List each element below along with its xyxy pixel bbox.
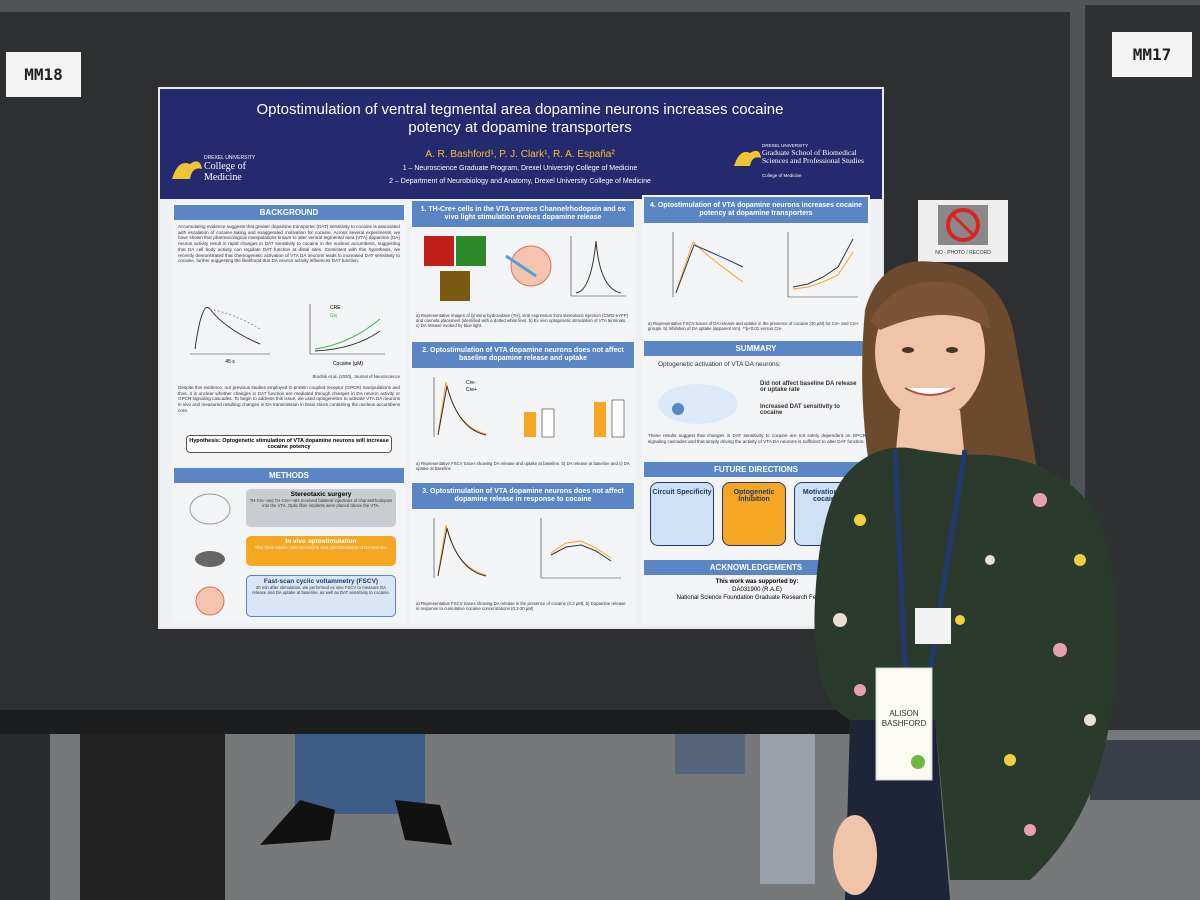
caption: a) Representative FSCV traces of DA rele… [648, 321, 860, 332]
step-title: In vivo optostimulation [285, 538, 357, 545]
floral-pattern [833, 493, 1096, 836]
summary-bullet: Did not affect baseline DA release or up… [760, 381, 857, 393]
post [0, 734, 50, 900]
booth-sign: MM17 [1112, 32, 1192, 77]
legend-label: Gq [330, 313, 337, 319]
summary-diagram [658, 384, 738, 424]
affiliation: 2 – Department of Neurobiology and Anato… [389, 178, 651, 185]
method-step: Fast-scan cyclic voltammetry (FSCV) 30 m… [246, 575, 396, 617]
figure-4 [672, 232, 858, 298]
ack-line: National Science Foundation Graduate Res… [676, 595, 838, 601]
legend-label: CRE [330, 305, 341, 311]
caption: a) Representative images of tyrosine hyd… [416, 313, 629, 329]
future-item: Optogenetic Inhibition [722, 482, 786, 546]
no-camera-icon [946, 208, 980, 242]
method-step: In vivo optostimulation After three week… [246, 536, 396, 566]
eye [902, 347, 914, 353]
lanyard-pin [915, 608, 951, 644]
logo-unit: College of Medicine [204, 161, 246, 183]
visitor-legs [760, 734, 815, 884]
future-item: Circuit Specificity [650, 482, 714, 546]
section-heading: ACKNOWLEDGEMENTS [644, 560, 868, 575]
legend-label: Cre- [466, 380, 476, 386]
hand [833, 815, 877, 895]
floral-top [814, 447, 1118, 880]
logo-unit: Graduate School of Biomedical Sciences a… [762, 148, 864, 166]
visitor-jeans [295, 734, 425, 814]
visitor-legs [675, 734, 745, 774]
citation: Brodnik et al. (2020), Journal of Neuros… [312, 374, 400, 379]
figure-2: Cre- Cre+ [433, 377, 625, 438]
section-heading: FUTURE DIRECTIONS [644, 462, 868, 477]
visitor-legs [80, 734, 225, 900]
shoe [395, 800, 452, 845]
section-heading: BACKGROUND [174, 205, 404, 220]
logo-university: DREXEL UNIVERSITY [762, 143, 809, 148]
section-heading: 2. Optostimulation of VTA dopamine neuro… [412, 342, 634, 368]
affiliation: 1 – Neuroscience Graduate Program, Drexe… [402, 165, 638, 172]
dragon-logo [172, 161, 202, 179]
caption: a) Representative FSCV traces showing DA… [416, 601, 626, 612]
authors: A. R. Bashford¹, P. J. Clark¹, R. A. Esp… [425, 149, 615, 160]
notice-text: NO - PHOTO / RECORD [935, 250, 991, 256]
neck [895, 410, 965, 460]
section-heading: METHODS [174, 468, 404, 483]
badge-name: BASHFORD [882, 719, 927, 728]
hair-fringe [870, 281, 990, 330]
section-heading: 4. Optostimulation of VTA dopamine neuro… [644, 197, 868, 223]
figure-1 [424, 236, 626, 301]
poster-title: Optostimulation of ventral tegmental are… [256, 101, 784, 136]
badge-dot [911, 755, 925, 769]
caption: a) Representative FSCV traces showing DA… [416, 461, 630, 472]
summary-lead: Optogenetic activation of VTA DA neurons… [658, 361, 781, 368]
ack-line: This work was supported by: [715, 579, 799, 585]
section-heading: 1. TH-Cre+ cells in the VTA express Chan… [412, 201, 634, 227]
no-camera-slash [950, 212, 976, 238]
axis-label: Cocaine (µM) [333, 361, 363, 367]
dragon-logo [734, 150, 761, 166]
method-step: Stereotaxic surgery TH-Cre- and TH-Cre+ … [246, 489, 396, 527]
badge-name: ALISON [889, 709, 919, 718]
logo-university: DREXEL UNIVERSITY [204, 155, 256, 161]
step-text: 30 min after stimulation, we performed e… [252, 585, 390, 596]
visitor-legs [1090, 740, 1200, 800]
section-heading: 3. Optostimulation of VTA dopamine neuro… [412, 483, 634, 509]
methods-illustrations [189, 493, 231, 616]
hypothesis: Hypothesis: Optogenetic stimulation of V… [186, 435, 392, 453]
booth-sign: MM18 [6, 52, 81, 97]
poster-header [160, 89, 882, 199]
step-text: TH-Cre- and TH-Cre+ rats received bilate… [249, 498, 393, 509]
eye [946, 347, 958, 353]
legend-label: Cre+ [466, 387, 477, 393]
step-title: Fast-scan cyclic voltammetry (FSCV) [263, 578, 379, 585]
shoe [260, 800, 335, 845]
lanyard [892, 449, 908, 671]
section-heading: SUMMARY [644, 341, 868, 356]
summary-bullet: Increased DAT sensitivity to cocaine [760, 404, 840, 416]
poster: Optostimulation of ventral tegmental are… [158, 87, 884, 629]
logo-college: College of Medicine [762, 173, 802, 178]
paragraph: Despite this evidence, our previous stud… [178, 385, 400, 413]
conclusion: These results suggest that changes in DA… [648, 433, 866, 444]
step-text: After three weeks, rats received in vivo… [254, 545, 388, 550]
ack-line: DA031900 (R.A.E) [732, 587, 782, 593]
smile [904, 387, 956, 396]
background-figure: 45 s Cocaine (µM) CRE Gq [190, 304, 385, 367]
step-title: Stereotaxic surgery [290, 491, 352, 498]
figure-label: 45 s [225, 359, 235, 365]
paragraph: Accumulating evidence suggests that grea… [178, 224, 400, 264]
figure-3 [433, 518, 621, 579]
